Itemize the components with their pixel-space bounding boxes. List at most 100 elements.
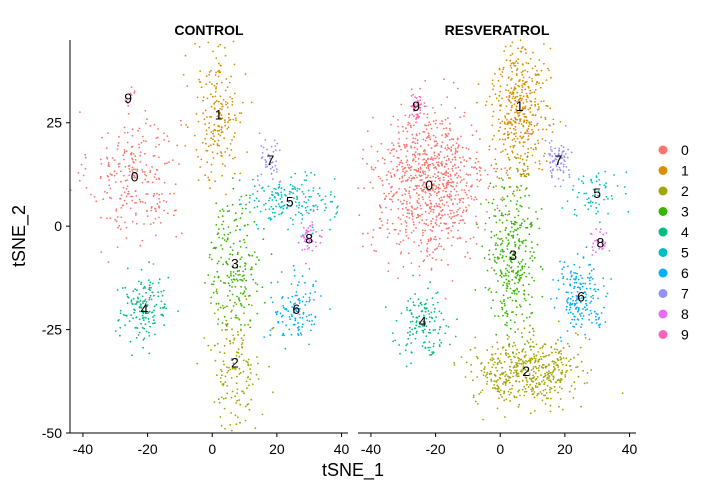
point-cluster-3 <box>229 246 232 249</box>
point-cluster-0 <box>411 159 414 162</box>
point-cluster-3 <box>487 201 490 204</box>
point-cluster-7 <box>267 163 270 166</box>
point-cluster-1 <box>525 159 528 162</box>
point-cluster-8 <box>300 222 303 225</box>
point-cluster-9 <box>412 108 415 111</box>
point-cluster-8 <box>602 241 605 244</box>
point-cluster-3 <box>239 292 242 294</box>
legend-label-5: 5 <box>681 245 689 261</box>
point-cluster-4 <box>435 316 437 319</box>
point-cluster-8 <box>602 243 604 246</box>
point-cluster-0 <box>418 221 421 224</box>
point-cluster-6 <box>595 318 597 321</box>
point-cluster-5 <box>590 178 592 181</box>
point-cluster-6 <box>296 284 299 287</box>
point-cluster-3 <box>233 279 236 281</box>
point-cluster-7 <box>260 145 263 147</box>
point-cluster-2 <box>246 403 249 406</box>
point-cluster-3 <box>241 212 244 215</box>
point-cluster-3 <box>516 233 519 236</box>
point-cluster-7 <box>562 165 565 168</box>
point-cluster-0 <box>425 203 428 206</box>
point-cluster-0 <box>447 205 450 207</box>
point-cluster-2 <box>499 393 502 396</box>
point-cluster-0 <box>107 164 110 167</box>
point-cluster-0 <box>446 144 449 147</box>
point-cluster-3 <box>512 269 515 272</box>
point-cluster-0 <box>500 198 502 201</box>
point-cluster-0 <box>362 148 365 151</box>
point-cluster-0 <box>406 208 409 211</box>
point-cluster-2 <box>526 370 529 372</box>
point-cluster-0 <box>131 166 134 169</box>
point-cluster-1 <box>241 101 244 104</box>
point-cluster-0 <box>180 232 183 235</box>
point-cluster-0 <box>139 151 142 154</box>
point-cluster-3 <box>533 279 535 282</box>
point-cluster-1 <box>509 177 511 180</box>
point-cluster-2 <box>237 348 240 351</box>
point-cluster-2 <box>553 360 556 363</box>
point-cluster-1 <box>209 187 212 190</box>
point-cluster-0 <box>410 205 413 208</box>
point-cluster-0 <box>458 156 461 159</box>
point-cluster-3 <box>497 315 500 318</box>
point-cluster-4 <box>153 319 155 322</box>
point-cluster-4 <box>138 293 141 295</box>
point-cluster-3 <box>484 222 487 225</box>
point-cluster-5 <box>245 207 247 210</box>
point-cluster-3 <box>510 222 513 225</box>
point-cluster-0 <box>436 142 439 145</box>
point-cluster-1 <box>186 126 189 129</box>
point-cluster-2 <box>226 392 229 395</box>
point-cluster-3 <box>236 280 239 282</box>
point-cluster-1 <box>519 79 521 81</box>
point-cluster-1 <box>212 130 215 132</box>
point-cluster-3 <box>496 256 499 259</box>
point-cluster-3 <box>515 306 518 308</box>
point-cluster-0 <box>440 259 443 262</box>
point-cluster-0 <box>380 142 383 145</box>
point-cluster-2 <box>492 363 495 366</box>
point-cluster-4 <box>152 282 154 285</box>
point-cluster-0 <box>367 232 369 235</box>
point-cluster-4 <box>406 309 408 311</box>
point-cluster-2 <box>245 360 248 363</box>
point-cluster-2 <box>532 366 535 368</box>
point-cluster-1 <box>540 116 542 119</box>
point-cluster-0 <box>445 185 448 187</box>
point-cluster-6 <box>559 260 561 263</box>
point-cluster-0 <box>439 217 442 220</box>
point-cluster-1 <box>214 101 217 103</box>
point-cluster-2 <box>535 354 538 357</box>
point-cluster-0 <box>475 221 478 224</box>
point-cluster-3 <box>507 280 510 283</box>
point-cluster-0 <box>426 176 429 179</box>
point-cluster-2 <box>520 358 523 361</box>
point-cluster-0 <box>168 161 171 164</box>
legend-label-7: 7 <box>681 286 689 302</box>
point-cluster-7 <box>560 162 562 165</box>
point-cluster-3 <box>515 185 518 188</box>
point-cluster-4 <box>418 325 420 328</box>
point-cluster-6 <box>568 303 571 306</box>
point-cluster-1 <box>527 132 529 135</box>
point-cluster-0 <box>487 187 490 190</box>
point-cluster-3 <box>514 253 516 256</box>
point-cluster-1 <box>493 85 495 87</box>
point-cluster-0 <box>395 150 398 152</box>
point-cluster-2 <box>247 358 250 361</box>
point-cluster-3 <box>523 290 526 292</box>
point-cluster-2 <box>539 347 542 350</box>
point-cluster-1 <box>532 51 534 54</box>
point-cluster-3 <box>501 199 504 202</box>
point-cluster-3 <box>522 293 525 295</box>
point-cluster-0 <box>137 129 140 132</box>
point-cluster-4 <box>415 320 418 322</box>
point-cluster-2 <box>558 369 560 371</box>
point-cluster-6 <box>301 323 304 326</box>
point-cluster-1 <box>545 79 548 81</box>
point-cluster-0 <box>162 199 165 202</box>
point-cluster-5 <box>308 195 311 198</box>
point-cluster-1 <box>238 112 241 114</box>
